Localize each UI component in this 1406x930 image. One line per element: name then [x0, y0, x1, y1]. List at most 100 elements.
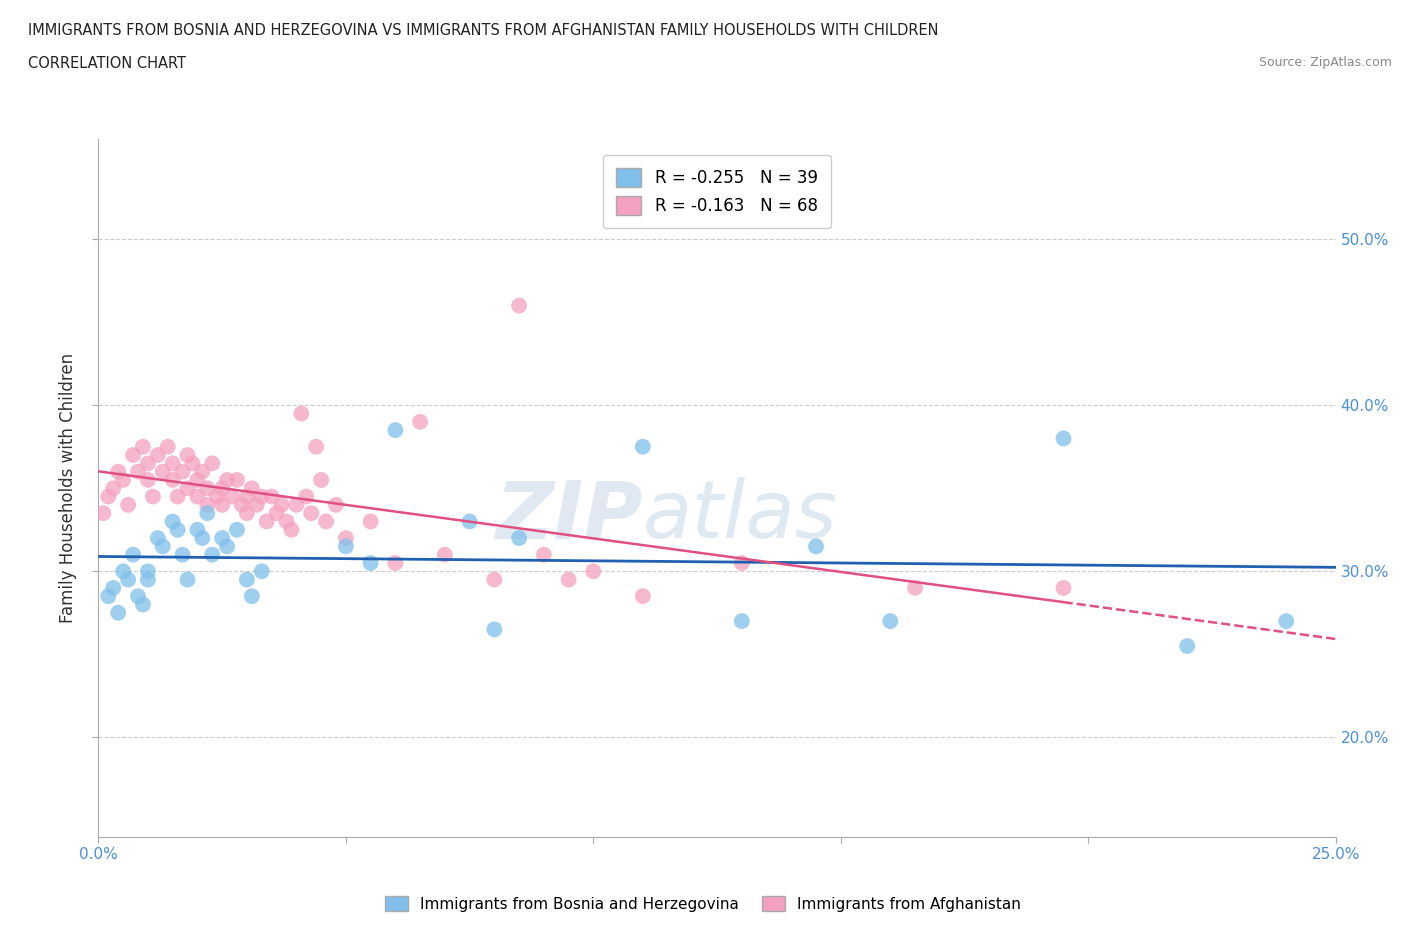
Point — [240, 481, 263, 496]
Point — [201, 547, 224, 562]
Point — [152, 539, 174, 554]
Y-axis label: Family Households with Children: Family Households with Children — [59, 353, 77, 623]
Point — [107, 464, 129, 479]
Point — [211, 498, 233, 512]
Point — [217, 472, 239, 487]
Point — [166, 489, 188, 504]
Point — [484, 572, 506, 587]
Point — [152, 464, 174, 479]
Point — [186, 523, 208, 538]
Point — [533, 547, 555, 562]
Point — [384, 422, 406, 438]
Point — [191, 464, 214, 479]
Point — [804, 539, 827, 554]
Point — [103, 481, 125, 496]
Text: CORRELATION CHART: CORRELATION CHART — [28, 56, 186, 71]
Text: ZIP: ZIP — [495, 477, 643, 555]
Point — [250, 564, 273, 578]
Point — [260, 489, 283, 504]
Point — [458, 514, 481, 529]
Point — [384, 555, 406, 570]
Point — [112, 564, 135, 578]
Point — [433, 547, 456, 562]
Point — [176, 481, 198, 496]
Point — [176, 447, 198, 462]
Point — [631, 589, 654, 604]
Point — [176, 572, 198, 587]
Point — [211, 531, 233, 546]
Point — [217, 539, 239, 554]
Point — [205, 489, 228, 504]
Point — [508, 299, 530, 313]
Point — [731, 614, 754, 629]
Point — [107, 605, 129, 620]
Point — [280, 523, 302, 538]
Point — [299, 506, 322, 521]
Point — [112, 472, 135, 487]
Point — [305, 439, 328, 454]
Point — [162, 472, 184, 487]
Point — [97, 489, 120, 504]
Point — [360, 555, 382, 570]
Point — [315, 514, 337, 529]
Point — [731, 555, 754, 570]
Point — [631, 439, 654, 454]
Point — [127, 589, 149, 604]
Text: atlas: atlas — [643, 477, 838, 555]
Point — [162, 456, 184, 471]
Point — [103, 580, 125, 595]
Point — [117, 572, 139, 587]
Point — [508, 531, 530, 546]
Point — [93, 506, 115, 521]
Point — [250, 489, 273, 504]
Point — [122, 447, 145, 462]
Legend: R = -0.255   N = 39, R = -0.163   N = 68: R = -0.255 N = 39, R = -0.163 N = 68 — [603, 154, 831, 228]
Point — [904, 580, 927, 595]
Point — [236, 572, 259, 587]
Point — [236, 489, 259, 504]
Point — [484, 622, 506, 637]
Point — [201, 456, 224, 471]
Point — [195, 498, 218, 512]
Point — [221, 489, 243, 504]
Point — [290, 406, 312, 421]
Point — [142, 489, 165, 504]
Point — [1052, 431, 1074, 445]
Point — [285, 498, 308, 512]
Point — [136, 456, 159, 471]
Point — [172, 547, 194, 562]
Point — [231, 498, 253, 512]
Point — [162, 514, 184, 529]
Point — [186, 472, 208, 487]
Point — [226, 523, 249, 538]
Point — [136, 472, 159, 487]
Point — [236, 506, 259, 521]
Point — [136, 564, 159, 578]
Point — [276, 514, 298, 529]
Point — [360, 514, 382, 529]
Point — [127, 464, 149, 479]
Point — [325, 498, 347, 512]
Point — [132, 439, 155, 454]
Point — [186, 489, 208, 504]
Point — [195, 506, 218, 521]
Legend: Immigrants from Bosnia and Herzegovina, Immigrants from Afghanistan: Immigrants from Bosnia and Herzegovina, … — [378, 889, 1028, 918]
Point — [335, 531, 357, 546]
Point — [136, 572, 159, 587]
Point — [122, 547, 145, 562]
Point — [195, 481, 218, 496]
Point — [1275, 614, 1298, 629]
Point — [879, 614, 901, 629]
Text: IMMIGRANTS FROM BOSNIA AND HERZEGOVINA VS IMMIGRANTS FROM AFGHANISTAN FAMILY HOU: IMMIGRANTS FROM BOSNIA AND HERZEGOVINA V… — [28, 23, 939, 38]
Point — [266, 506, 288, 521]
Point — [211, 481, 233, 496]
Point — [191, 531, 214, 546]
Point — [146, 447, 169, 462]
Point — [97, 589, 120, 604]
Point — [295, 489, 318, 504]
Point — [240, 589, 263, 604]
Point — [117, 498, 139, 512]
Point — [172, 464, 194, 479]
Point — [409, 415, 432, 430]
Point — [166, 523, 188, 538]
